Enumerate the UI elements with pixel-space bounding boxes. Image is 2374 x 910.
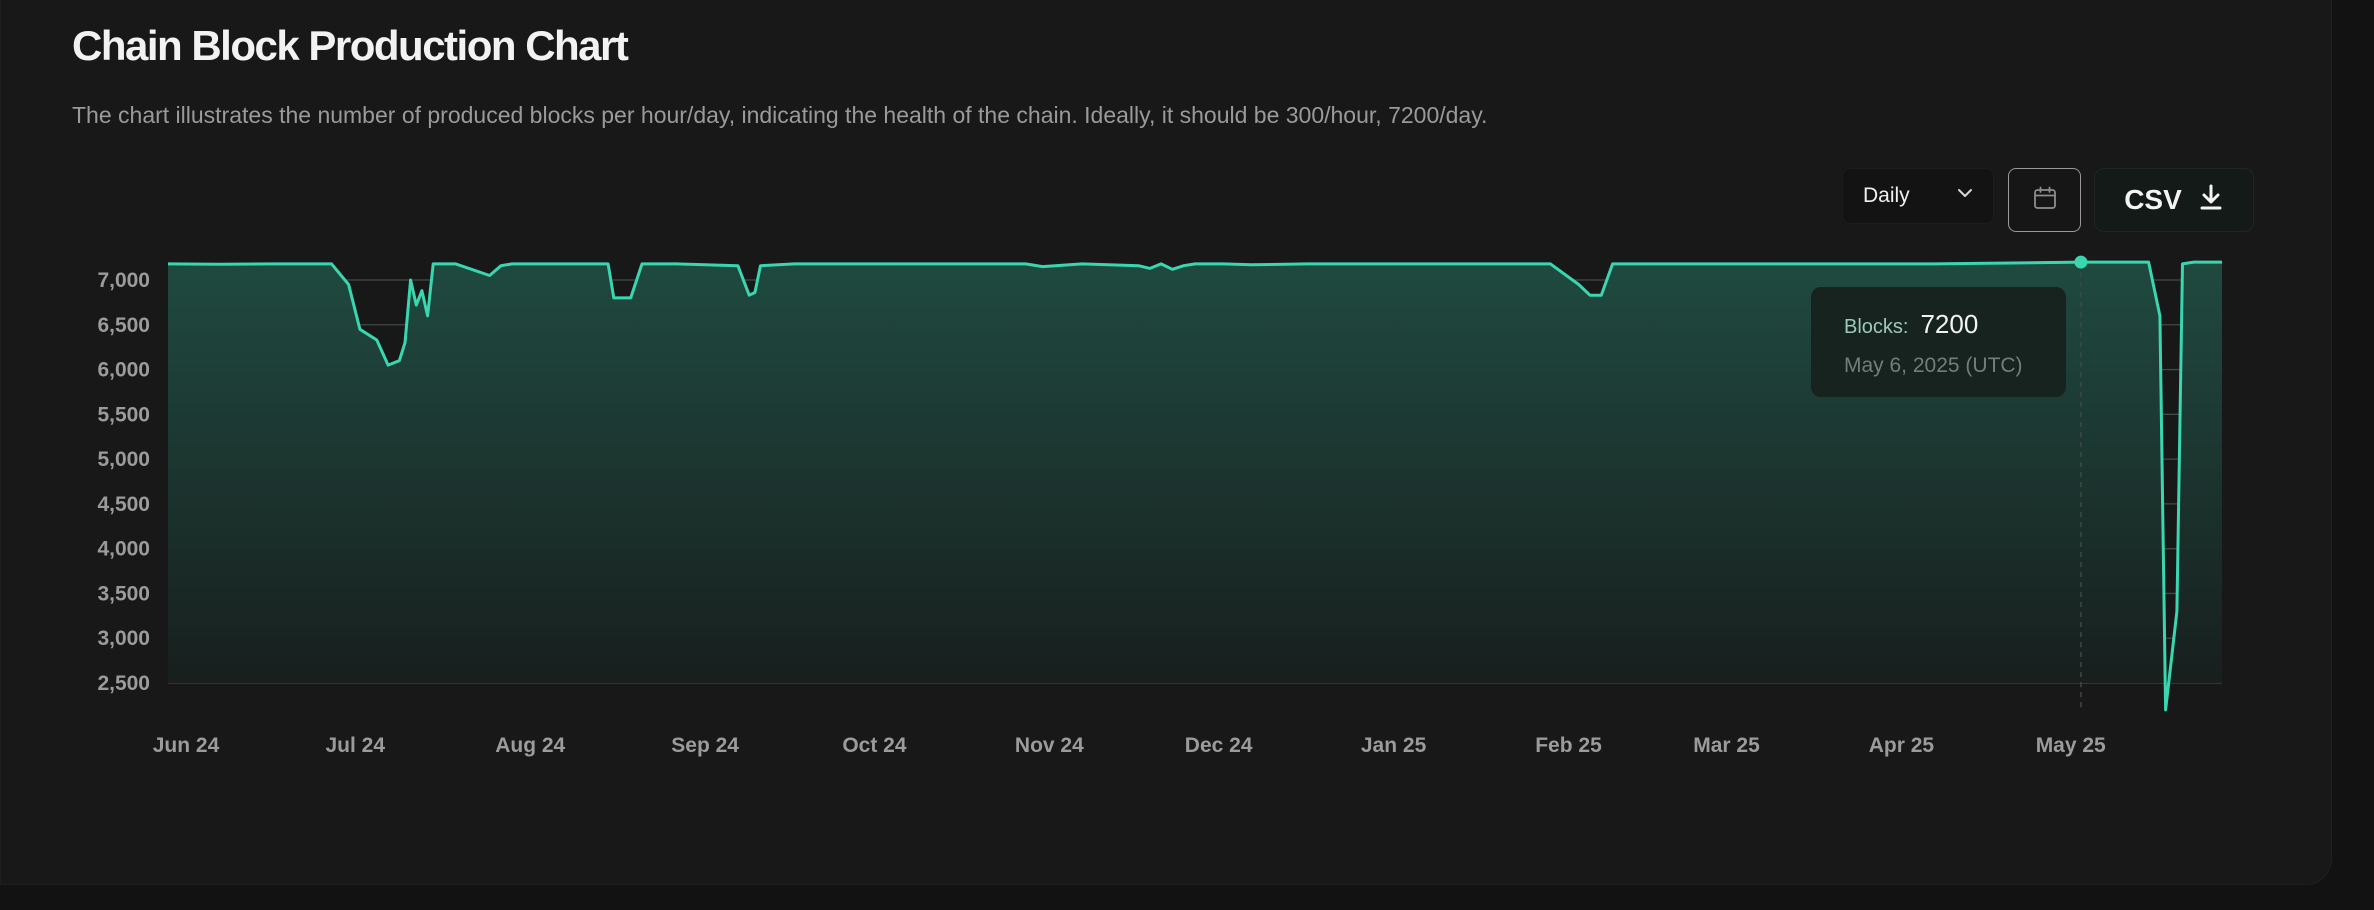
y-tick-label: 5,000 <box>97 448 150 471</box>
y-tick-label: 6,000 <box>97 359 150 382</box>
csv-button-label: CSV <box>2124 184 2182 215</box>
tooltip-date: May 6, 2025 (UTC) <box>1844 354 2023 377</box>
y-tick-label: 4,000 <box>97 538 150 561</box>
x-tick-label: May 25 <box>2036 734 2106 757</box>
y-tick-label: 2,500 <box>97 672 150 695</box>
download-icon <box>2198 183 2224 218</box>
interval-select-value: Daily <box>1863 184 1910 207</box>
csv-download-button[interactable]: CSV <box>2094 168 2254 232</box>
x-tick-label: Sep 24 <box>671 734 739 757</box>
x-tick-label: Aug 24 <box>495 734 565 757</box>
hover-point <box>2074 255 2088 269</box>
y-tick-label: 7,000 <box>97 269 150 292</box>
y-tick-label: 6,500 <box>97 314 150 337</box>
date-range-button[interactable] <box>2008 168 2081 232</box>
series-area <box>168 262 2222 710</box>
y-tick-label: 3,000 <box>97 627 150 650</box>
y-tick-label: 5,500 <box>97 403 150 426</box>
calendar-icon <box>2032 185 2058 216</box>
tooltip-value: 7200 <box>1920 309 1979 339</box>
x-tick-label: Oct 24 <box>842 734 907 757</box>
page-title: Chain Block Production Chart <box>72 22 629 69</box>
y-tick-label: 4,500 <box>97 493 150 516</box>
x-tick-label: Jul 24 <box>326 734 386 757</box>
x-tick-label: Feb 25 <box>1535 734 1602 757</box>
chart-tooltip: Blocks: 7200 May 6, 2025 (UTC) <box>1811 287 2066 397</box>
series-line-blocks <box>167 260 2222 712</box>
x-tick-label: Apr 25 <box>1869 734 1935 757</box>
chart-description: The chart illustrates the number of prod… <box>72 102 1488 128</box>
x-tick-label: Jan 25 <box>1361 734 1427 757</box>
x-tick-label: Mar 25 <box>1693 734 1760 757</box>
x-tick-label: Jun 24 <box>153 734 220 757</box>
interval-select[interactable]: Daily <box>1842 168 1994 224</box>
chart-controls: Daily CSV <box>0 168 2374 232</box>
x-tick-label: Nov 24 <box>1015 734 1084 757</box>
y-tick-label: 3,500 <box>97 582 150 605</box>
x-tick-label: Dec 24 <box>1185 734 1253 757</box>
chevron-down-icon <box>1955 183 1975 209</box>
tooltip-label: Blocks: <box>1844 316 1909 338</box>
